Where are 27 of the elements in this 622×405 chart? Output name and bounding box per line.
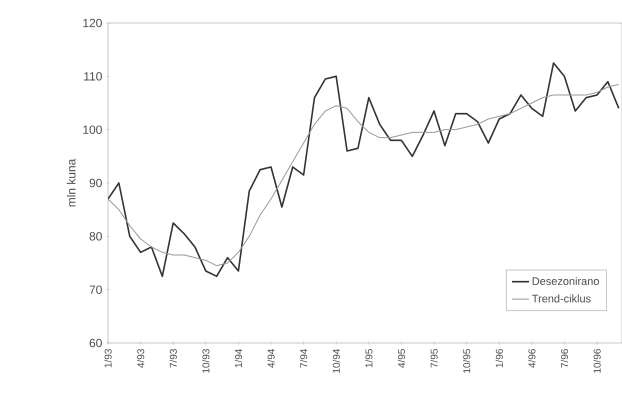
x-tick-label: 7/94	[300, 348, 308, 368]
x-tick-label: 1/96	[496, 349, 503, 368]
y-axis-title: mln kuna	[66, 158, 76, 206]
x-tick-label: 4/94	[267, 348, 275, 368]
legend-label: Desezonirano	[532, 276, 599, 286]
x-tick-label: 10/95	[462, 349, 470, 373]
x-tick-label: 4/93	[136, 349, 144, 368]
y-tick-label: 90	[90, 178, 102, 188]
x-tick-label: 7/93	[170, 349, 177, 368]
x-tick-label: 1/95	[365, 349, 372, 368]
x-tick-label: 4/96	[528, 349, 536, 368]
y-tick-label: 110	[84, 72, 102, 81]
line-series	[108, 62, 620, 278]
x-tick-label: 1/93	[104, 349, 112, 368]
y-tick-label: 100	[83, 125, 102, 134]
y-tick-label: 70	[90, 285, 102, 294]
x-tick-label: 10/94	[332, 348, 340, 373]
x-tick-label: 7/95	[430, 349, 438, 368]
y-tick-label: 80	[90, 232, 102, 241]
y-tick-label: 60	[90, 338, 102, 348]
x-tick-label: 4/95	[398, 349, 406, 368]
x-tick-label: 10/93	[202, 349, 210, 373]
legend-label: Trend-ciklus	[532, 294, 591, 302]
y-tick-label: 120	[83, 18, 102, 28]
x-tick-label: 7/96	[560, 349, 568, 368]
x-tick-label: 1/94	[234, 348, 242, 368]
x-tick-label: 10/96	[593, 349, 601, 373]
